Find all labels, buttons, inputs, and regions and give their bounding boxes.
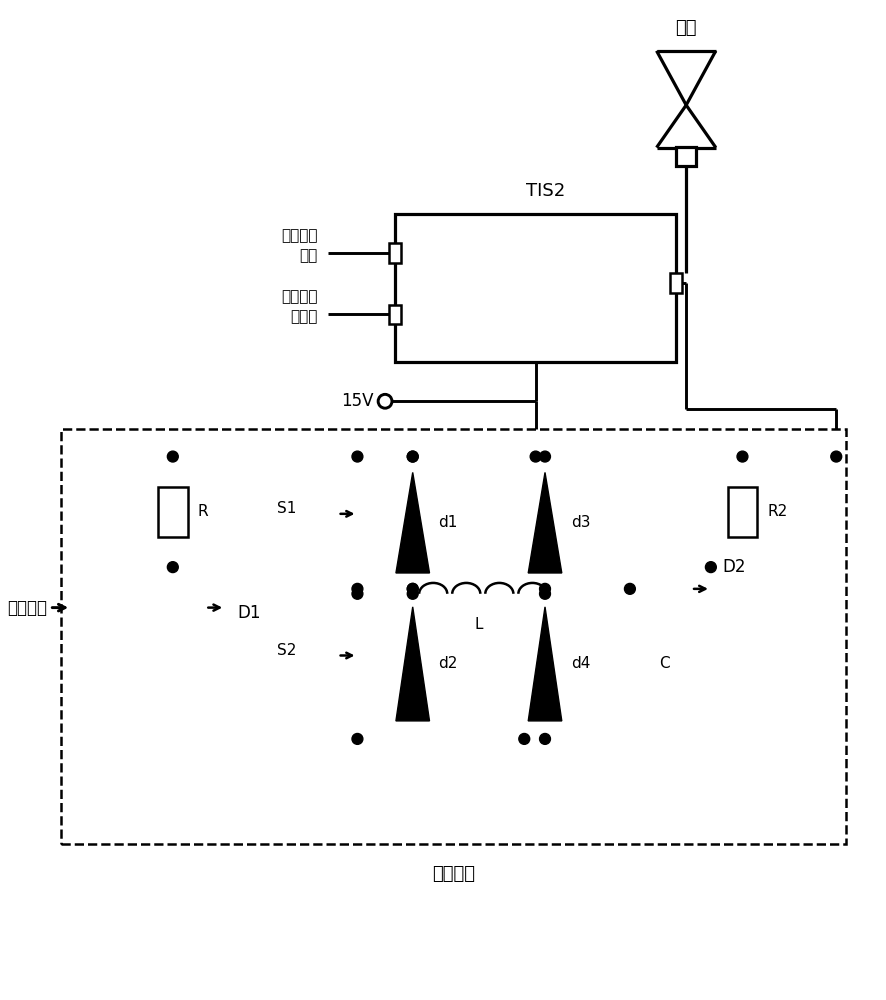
Circle shape <box>352 733 362 744</box>
Circle shape <box>352 588 362 599</box>
Bar <box>61 429 845 844</box>
Polygon shape <box>528 607 561 721</box>
Circle shape <box>736 451 747 462</box>
Text: d4: d4 <box>570 656 589 671</box>
Bar <box>158 487 188 537</box>
Bar <box>670 273 681 293</box>
Circle shape <box>407 451 417 462</box>
Text: 同步脉冲
信号: 同步脉冲 信号 <box>281 228 317 263</box>
Circle shape <box>518 733 529 744</box>
Circle shape <box>539 733 550 744</box>
Polygon shape <box>528 472 561 573</box>
Circle shape <box>624 583 634 594</box>
Bar <box>675 147 696 166</box>
Circle shape <box>530 451 540 462</box>
Text: S1: S1 <box>276 501 296 516</box>
Text: D1: D1 <box>237 604 260 622</box>
Polygon shape <box>395 607 429 721</box>
Circle shape <box>352 583 362 594</box>
Bar <box>389 305 400 324</box>
Text: d3: d3 <box>570 515 589 530</box>
Circle shape <box>407 588 417 599</box>
Text: L: L <box>474 617 483 632</box>
Circle shape <box>539 583 550 594</box>
Text: 天线: 天线 <box>674 19 696 37</box>
Text: R: R <box>198 504 208 519</box>
Text: d2: d2 <box>438 656 457 671</box>
Bar <box>389 243 400 263</box>
Text: S2: S2 <box>276 643 296 658</box>
Text: d1: d1 <box>438 515 457 530</box>
Circle shape <box>830 451 841 462</box>
Text: C: C <box>659 656 670 671</box>
Circle shape <box>539 588 550 599</box>
Bar <box>727 487 757 537</box>
Text: TIS2: TIS2 <box>525 182 564 200</box>
Text: R2: R2 <box>766 504 787 519</box>
Circle shape <box>407 583 417 594</box>
Circle shape <box>539 451 550 462</box>
Text: D2: D2 <box>722 558 745 576</box>
Circle shape <box>407 583 417 594</box>
Bar <box>394 214 675 362</box>
Text: 控制信号: 控制信号 <box>7 599 47 617</box>
Circle shape <box>407 451 417 462</box>
Circle shape <box>352 451 362 462</box>
Circle shape <box>167 562 178 573</box>
Circle shape <box>167 451 178 462</box>
Circle shape <box>704 562 716 573</box>
Text: 驱动电路: 驱动电路 <box>431 865 475 883</box>
Text: 15V: 15V <box>340 392 373 410</box>
Text: 控制及数
据信息: 控制及数 据信息 <box>281 289 317 324</box>
Polygon shape <box>395 472 429 573</box>
